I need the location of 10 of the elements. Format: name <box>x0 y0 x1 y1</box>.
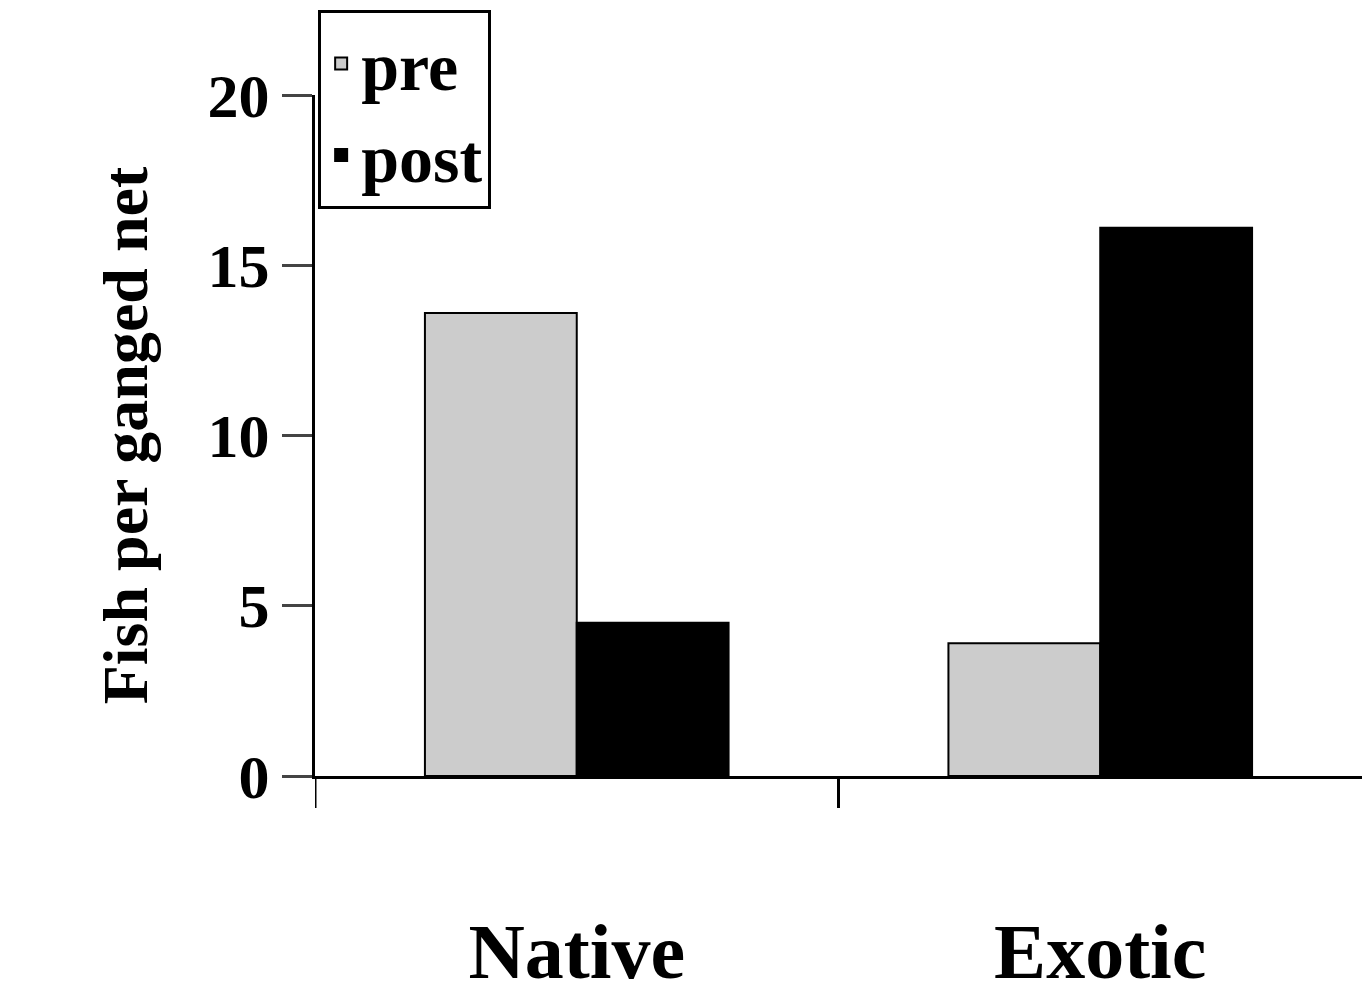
y-axis-title: Fish per ganged net <box>89 166 161 705</box>
y-tick-label: 20 <box>207 61 270 130</box>
legend-label: post <box>361 120 483 197</box>
x-tick-label: Native <box>468 907 686 995</box>
x-tick-label: Exotic <box>994 907 1207 995</box>
y-tick-label: 10 <box>207 402 270 471</box>
y-tick-label: 15 <box>207 231 270 300</box>
y-tick-label: 0 <box>238 742 270 811</box>
y-tick-label: 5 <box>238 572 270 641</box>
legend-label: pre <box>361 29 459 106</box>
